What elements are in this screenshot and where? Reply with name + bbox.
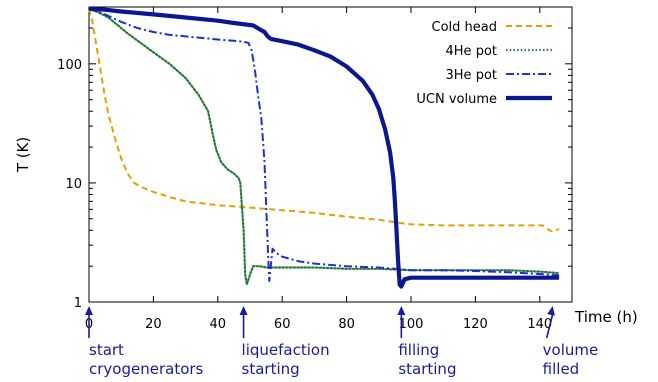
annotation-label: volume bbox=[543, 341, 599, 359]
y-tick-label: 100 bbox=[57, 58, 82, 73]
x-axis-label: Time (h) bbox=[574, 308, 638, 326]
axes: 020406080100120140110100Time (h)T (K) bbox=[14, 6, 638, 332]
legend: Cold head 4He pot 3He pot UCN volume bbox=[416, 20, 552, 107]
x-tick-label: 60 bbox=[274, 317, 291, 332]
annotation-arrow-head bbox=[85, 306, 93, 315]
annotation-label: filled bbox=[543, 360, 580, 378]
annotation-label: cryogenerators bbox=[89, 360, 204, 378]
annotation-arrow-head bbox=[397, 306, 406, 315]
x-tick-label: 120 bbox=[463, 317, 488, 332]
y-axis-label: T (K) bbox=[14, 137, 32, 173]
annotation-label: liquefaction bbox=[242, 341, 330, 359]
x-tick-label: 100 bbox=[399, 317, 424, 332]
legend-label: Cold head bbox=[432, 20, 497, 35]
legend-label: UCN volume bbox=[416, 92, 497, 107]
y-tick-label: 10 bbox=[65, 177, 82, 192]
series-line-3he-pot bbox=[88, 7, 560, 282]
x-tick-label: 80 bbox=[338, 317, 355, 332]
y-tick-label: 1 bbox=[74, 296, 82, 311]
annotation-label: start bbox=[89, 341, 124, 359]
plot-frame bbox=[88, 6, 573, 303]
series-line-4he-pot bbox=[87, 7, 561, 286]
annotation-arrow-head bbox=[239, 306, 248, 315]
x-tick-label: 140 bbox=[527, 317, 552, 332]
annotation-label: starting bbox=[242, 360, 300, 378]
annotation-label: filling bbox=[398, 341, 439, 359]
annotations: startcryogeneratorsliquefactionstartingf… bbox=[85, 306, 598, 378]
series-line-cold-head bbox=[88, 8, 560, 233]
series-line-ucn-volume bbox=[88, 6, 560, 289]
x-tick-label: 20 bbox=[145, 317, 162, 332]
series-layer bbox=[87, 6, 561, 289]
annotation-label: starting bbox=[398, 360, 456, 378]
x-tick-label: 40 bbox=[210, 317, 227, 332]
legend-label: 3He pot bbox=[446, 68, 497, 83]
legend-label: 4He pot bbox=[446, 44, 497, 59]
annotation-arrow-head bbox=[547, 306, 555, 316]
annotation-arrow-shaft bbox=[545, 313, 554, 339]
